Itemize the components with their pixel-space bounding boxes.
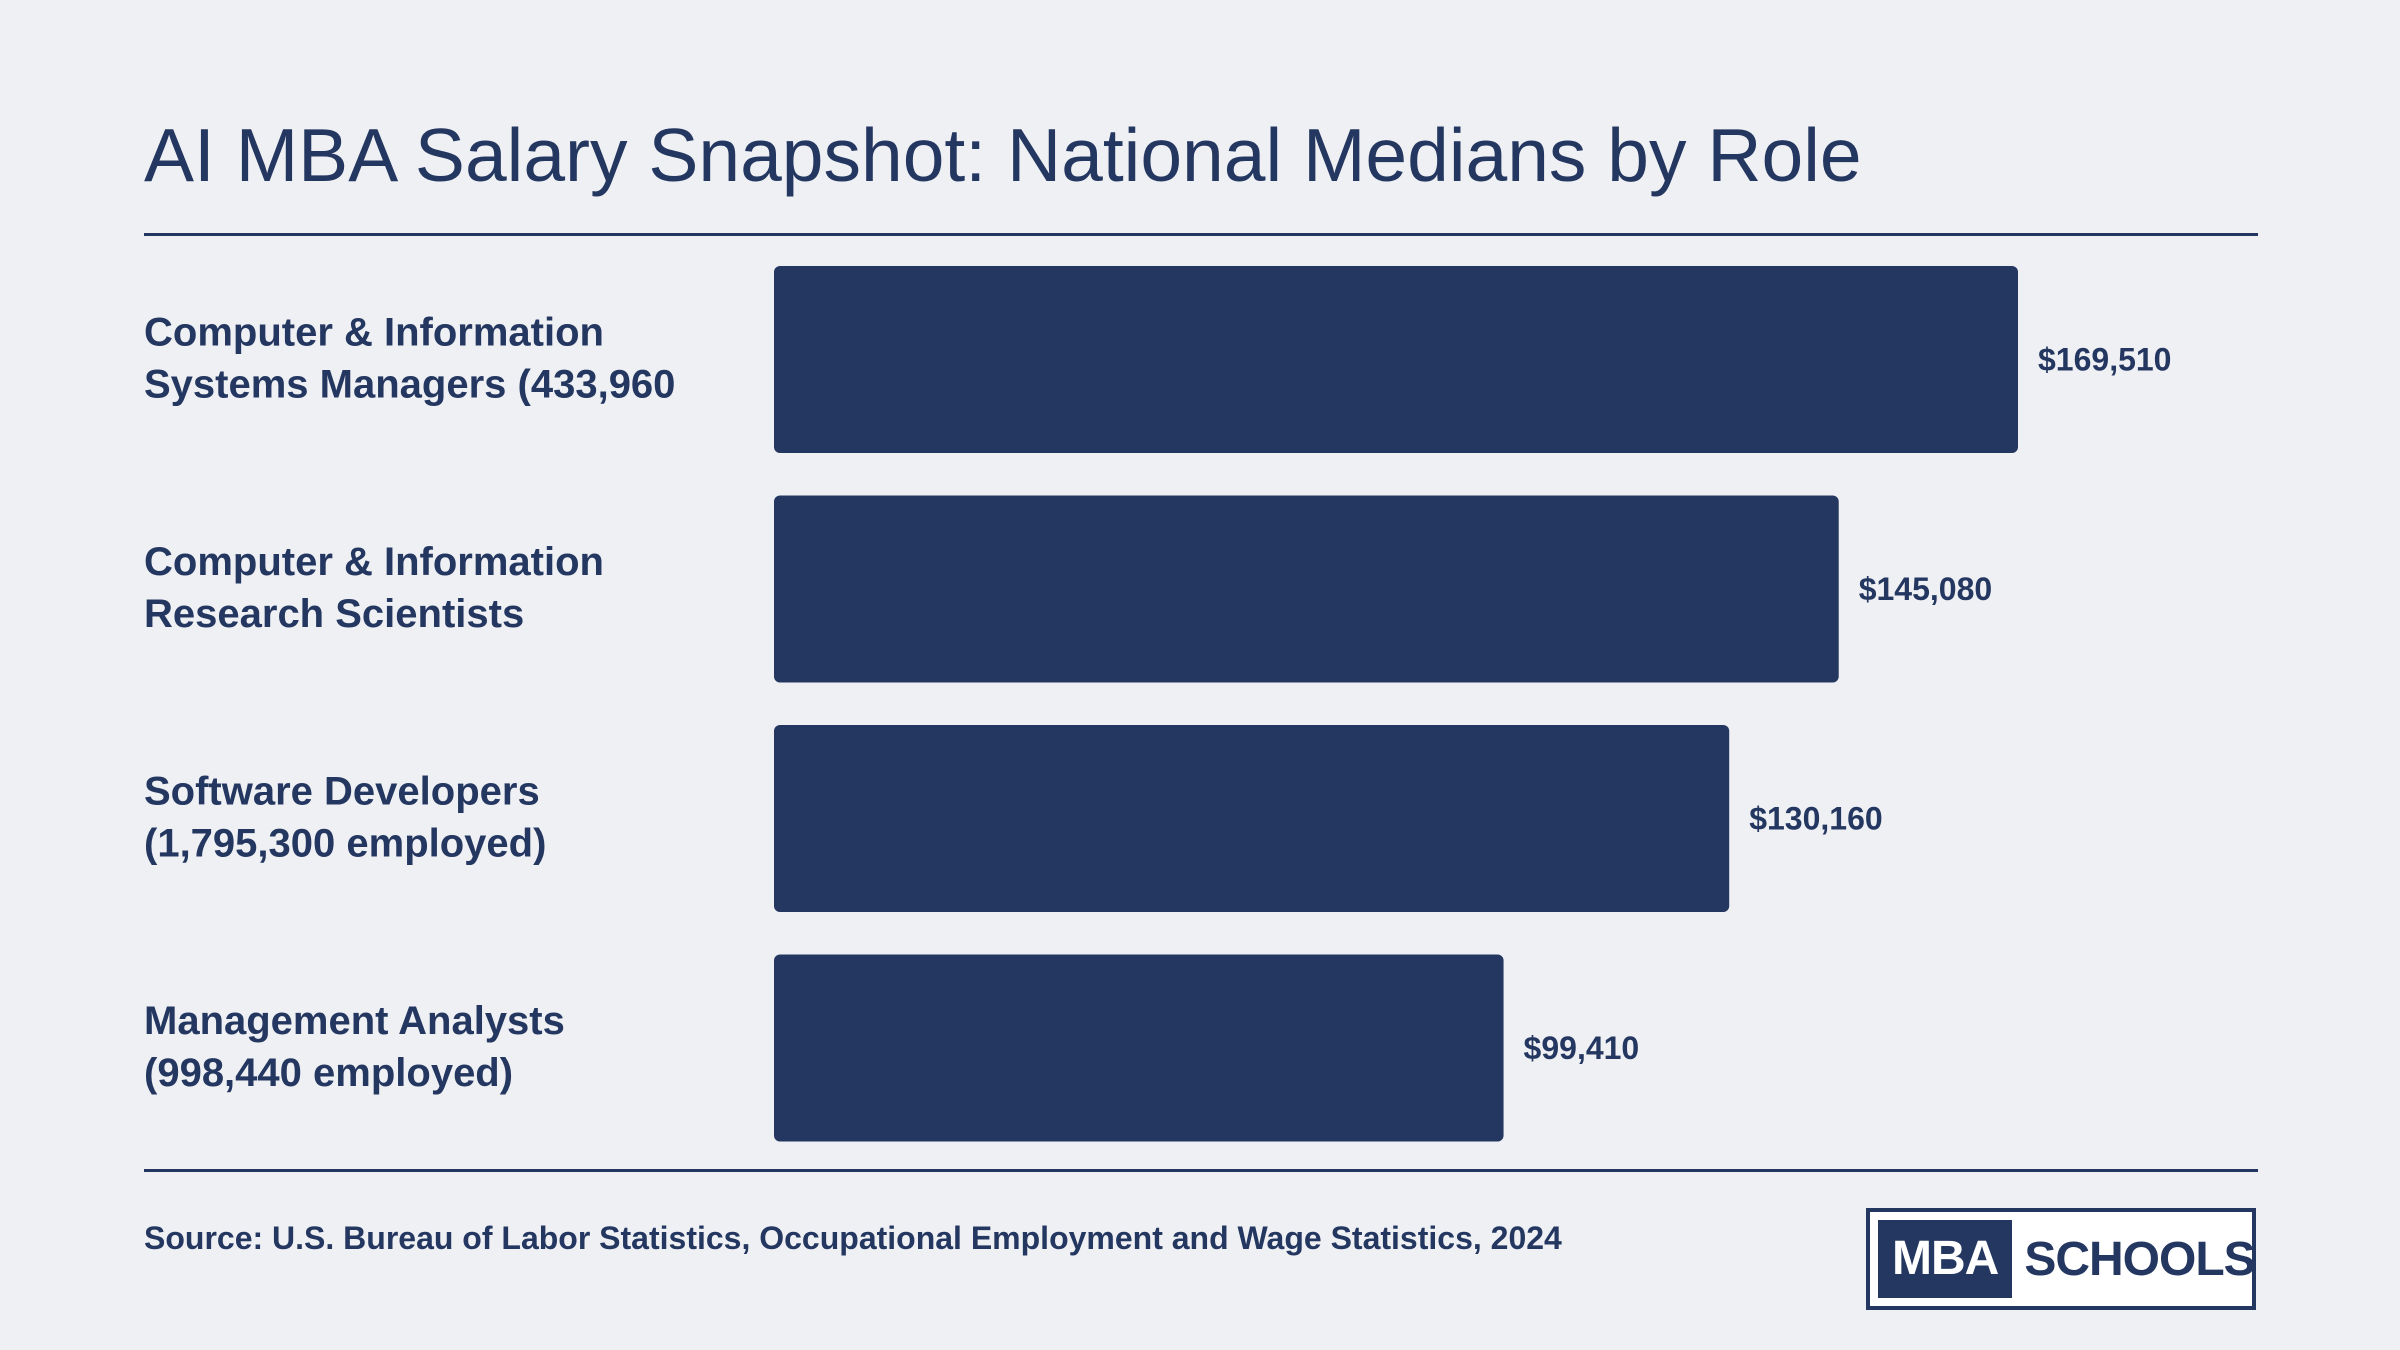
category-label-0-line-1: Systems Managers (433,960 xyxy=(144,363,675,407)
value-label-0: $169,510 xyxy=(2038,342,2171,378)
value-label-2: $130,160 xyxy=(1749,801,1882,837)
bottom-divider xyxy=(144,1169,2258,1172)
category-label-2-line-0: Software Developers xyxy=(144,770,540,814)
category-label-3-line-0: Management Analysts xyxy=(144,999,565,1043)
logo-schools-text: SCHOOLS xyxy=(2024,1232,2255,1286)
category-label-0-line-0: Computer & Information xyxy=(144,311,604,355)
value-label-1: $145,080 xyxy=(1859,571,1992,607)
category-label-2-line-1: (1,795,300 employed) xyxy=(144,822,546,866)
category-label-1-line-0: Computer & Information xyxy=(144,540,604,584)
top-divider xyxy=(144,233,2258,236)
chart-title: AI MBA Salary Snapshot: National Medians… xyxy=(144,113,1862,197)
bar-2 xyxy=(774,725,1730,912)
category-label-1-line-1: Research Scientists xyxy=(144,592,524,636)
source-note: Source: U.S. Bureau of Labor Statistics,… xyxy=(144,1220,1562,1256)
category-label-3-line-1: (998,440 employed) xyxy=(144,1051,513,1095)
bar-0 xyxy=(774,266,2018,453)
value-label-3: $99,410 xyxy=(1524,1030,1640,1066)
bar-1 xyxy=(774,495,1839,683)
bar-3 xyxy=(774,954,1504,1142)
mba-schools-logo: MBA SCHOOLS xyxy=(1866,1208,2256,1310)
logo-mba-text: MBA xyxy=(1878,1220,2013,1298)
